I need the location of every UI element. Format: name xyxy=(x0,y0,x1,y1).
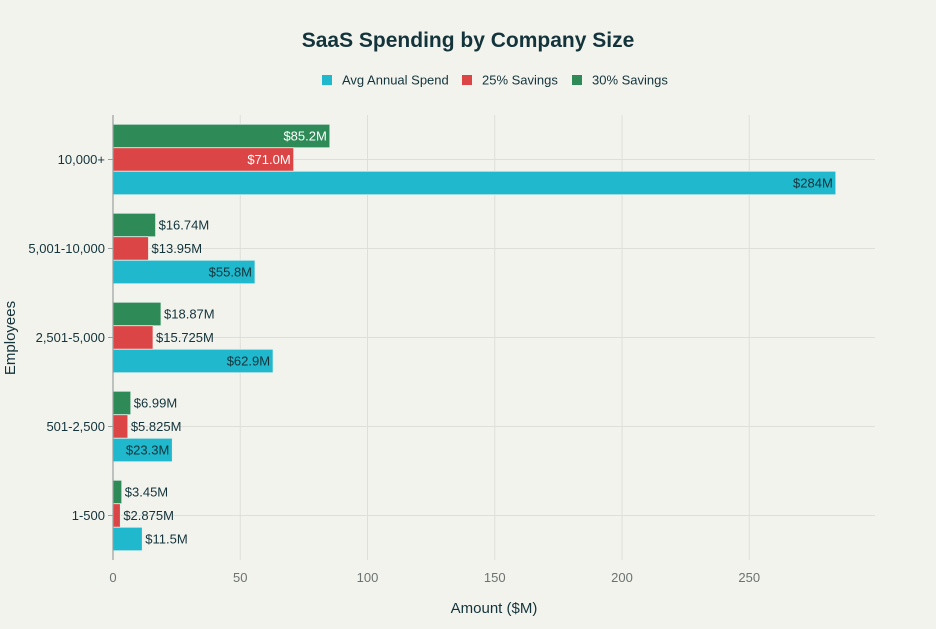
data-label: $5.825M xyxy=(131,419,182,434)
legend-swatch xyxy=(572,75,582,85)
bar-30-savings xyxy=(112,212,157,238)
bar-25-savings xyxy=(112,503,121,528)
data-label: $3.45M xyxy=(125,485,168,500)
y-tick-label: 5,001-10,000 xyxy=(28,241,105,256)
legend-swatch xyxy=(462,75,472,85)
data-label: $18.87M xyxy=(164,307,215,322)
bar-avg-annual-spend xyxy=(112,170,837,196)
bar-25-savings xyxy=(112,414,129,439)
data-label: $284M xyxy=(793,176,833,191)
x-tick-label: 200 xyxy=(611,570,633,585)
legend-item[interactable]: Avg Annual Spend xyxy=(322,73,449,88)
x-tick-label: 150 xyxy=(484,570,506,585)
chart-title: SaaS Spending by Company Size xyxy=(302,29,635,52)
legend-item[interactable]: 30% Savings xyxy=(572,73,668,88)
data-label: $23.3M xyxy=(126,443,169,458)
x-axis-title: Amount ($M) xyxy=(451,600,538,617)
y-tick-label: 2,501-5,000 xyxy=(36,330,105,345)
bar-25-savings xyxy=(112,236,149,261)
axes: 0 50 100 150 200 250 10,000+ 5,001-10,000 2,501-… xyxy=(28,115,760,585)
data-label: $71.0M xyxy=(247,152,290,167)
bar-30-savings xyxy=(112,301,162,327)
bars: $85.2M $71.0M $284M $16.74M $13.95M $55.8M $18… xyxy=(112,123,837,552)
bar-30-savings xyxy=(112,390,132,416)
legend-label: 30% Savings xyxy=(592,73,668,88)
y-tick-label: 501-2,500 xyxy=(46,419,105,434)
legend-label: Avg Annual Spend xyxy=(342,73,449,88)
x-tick-label: 50 xyxy=(233,570,247,585)
data-label: $11.5M xyxy=(145,532,187,547)
data-label: $6.99M xyxy=(134,396,177,411)
y-axis-title: Employees xyxy=(2,301,19,375)
data-label: $62.9M xyxy=(227,354,270,369)
y-tick-label: 1-500 xyxy=(72,508,105,523)
bar-30-savings xyxy=(112,479,123,505)
data-label: $55.8M xyxy=(209,265,252,280)
bar-avg-annual-spend xyxy=(112,526,143,552)
data-label: $13.95M xyxy=(152,241,203,256)
data-label: $16.74M xyxy=(159,218,210,233)
x-tick-label: 100 xyxy=(357,570,379,585)
bar-25-savings xyxy=(112,325,154,350)
data-label: $2.875M xyxy=(123,508,174,523)
legend-label: 25% Savings xyxy=(482,73,558,88)
legend-item[interactable]: 25% Savings xyxy=(462,73,558,88)
x-tick-label: 0 xyxy=(109,570,116,585)
data-label: $85.2M xyxy=(283,129,326,144)
x-tick-label: 250 xyxy=(738,570,760,585)
legend-swatch xyxy=(322,75,332,85)
legend: Avg Annual Spend 25% Savings 30% Savings xyxy=(322,73,668,88)
data-label: $15.725M xyxy=(156,330,214,345)
y-tick-label: 10,000+ xyxy=(58,152,105,167)
